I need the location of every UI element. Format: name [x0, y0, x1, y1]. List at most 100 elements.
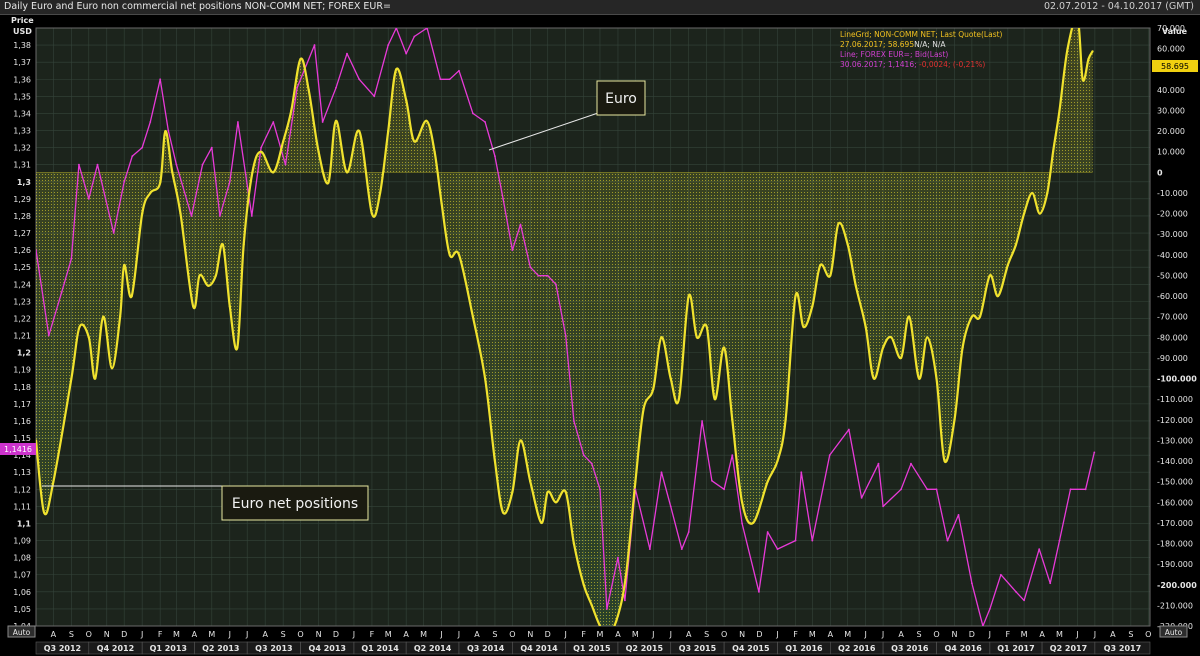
euro-point	[272, 121, 275, 123]
net-point	[669, 377, 672, 380]
left-axis-tick: 1,25	[13, 263, 31, 272]
net-point	[864, 325, 867, 329]
x-month-label: M	[385, 630, 392, 639]
euro-point	[606, 608, 608, 610]
x-month-label: A	[615, 630, 621, 639]
net-point	[731, 418, 734, 421]
net-point	[1058, 109, 1061, 112]
net-point	[87, 336, 90, 339]
net-point	[501, 511, 505, 514]
euro-point	[687, 531, 690, 533]
net-point	[752, 521, 755, 524]
euro-point	[219, 215, 221, 217]
euro-point	[260, 146, 263, 149]
euro-point	[800, 471, 803, 474]
left-axis-label-usd: USD	[13, 27, 32, 36]
x-month-label: J	[881, 630, 884, 639]
euro-point	[237, 121, 239, 123]
x-month-label: J	[651, 630, 654, 639]
net-point	[1022, 212, 1026, 215]
x-month-label: M	[1056, 630, 1063, 639]
euro-point	[250, 215, 253, 217]
date-range: 02.07.2012 - 04.10.2017 (GMT)	[1043, 1, 1194, 12]
left-axis-tick: 1,26	[13, 246, 31, 255]
net-point	[78, 325, 81, 329]
right-axis-tick: 0	[1157, 168, 1163, 177]
x-month-label: N	[104, 630, 110, 639]
net-point	[978, 315, 982, 318]
x-quarter-label: Q3 2014	[467, 644, 505, 653]
net-point	[723, 346, 726, 349]
net-point	[616, 614, 620, 617]
legend-euro-value: 30.06.2017; 1,1416; -0,0024; (-0,21%)	[840, 60, 985, 69]
net-point	[94, 377, 97, 380]
euro-point	[426, 28, 428, 29]
x-month-label: D	[969, 630, 975, 639]
auto-right-box[interactable]	[1159, 625, 1188, 638]
net-point	[652, 387, 655, 390]
net-point	[370, 212, 374, 215]
left-axis: 1,041,051,061,071,081,091,11,111,121,131…	[13, 41, 31, 631]
x-quarter-label: Q3 2015	[679, 644, 717, 653]
x-month-label: S	[69, 630, 74, 639]
euro-point	[448, 78, 451, 81]
net-point	[1091, 50, 1094, 53]
net-point	[540, 521, 543, 524]
right-axis-tick: 10.000	[1157, 148, 1185, 157]
left-axis-tick: 1,34	[13, 109, 31, 118]
x-month-label: M	[208, 630, 215, 639]
right-axis-tick: -10.000	[1157, 189, 1188, 198]
callout-net-text: Euro net positions	[232, 496, 358, 512]
left-axis-tick: 1,17	[13, 400, 31, 409]
auto-left-box[interactable]	[7, 625, 36, 638]
euro-point	[811, 539, 814, 542]
net-point	[1052, 150, 1055, 153]
callout-euro-text: Euro	[605, 91, 637, 107]
price-tag-left-box	[0, 443, 36, 455]
x-month-label: S	[281, 630, 286, 639]
euro-point	[511, 249, 514, 252]
x-quarter-label: Q1 2013	[150, 644, 187, 653]
net-point	[564, 490, 567, 494]
auto-right-text[interactable]: Auto	[1165, 628, 1183, 637]
x-month-label: D	[121, 630, 127, 639]
left-axis-tick: 1,09	[13, 537, 31, 546]
euro-point	[988, 608, 991, 610]
x-month-label: O	[1145, 630, 1151, 639]
euro-point	[373, 95, 376, 98]
left-axis-tick: 1,16	[13, 417, 31, 426]
euro-point	[529, 266, 532, 269]
x-month-label: F	[1006, 630, 1011, 639]
right-axis-tick: -190.000	[1157, 560, 1193, 569]
auto-left-button[interactable]: Auto	[7, 625, 36, 638]
net-point	[811, 305, 814, 308]
euro-point	[484, 121, 486, 123]
net-point	[1031, 191, 1034, 195]
x-month-label: D	[333, 630, 339, 639]
x-month-label: J	[775, 630, 778, 639]
net-point	[378, 191, 382, 195]
legend-euro-title: Line; FOREX EUR=; Bid(Last)	[840, 50, 948, 59]
euro-point	[321, 121, 324, 123]
auto-right-button[interactable]: Auto	[1159, 625, 1188, 638]
right-axis-tick: -140.000	[1157, 457, 1193, 466]
euro-point	[860, 496, 863, 499]
left-axis-tick: 1,35	[13, 92, 31, 101]
euro-point	[957, 514, 960, 516]
callout-euro-box	[596, 80, 646, 116]
x-month-label: A	[1110, 630, 1116, 639]
left-axis-tick: 1,27	[13, 229, 31, 238]
x-month-label: O	[721, 630, 727, 639]
net-point	[387, 130, 390, 133]
left-axis-tick: 1,19	[13, 366, 31, 375]
x-month-label: O	[509, 630, 515, 639]
euro-point	[296, 86, 298, 89]
net-point	[996, 294, 1000, 298]
net-point	[953, 418, 956, 421]
euro-point	[828, 454, 831, 457]
x-month-label: A	[262, 630, 268, 639]
euro-point	[970, 582, 973, 585]
auto-left-text[interactable]: Auto	[13, 628, 31, 637]
